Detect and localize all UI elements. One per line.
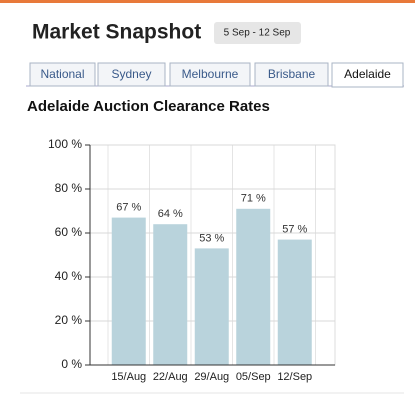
x-tick-label: 29/Aug (194, 371, 229, 383)
date-range: 5 Sep - 12 Sep (224, 28, 291, 39)
tab[interactable] (254, 62, 329, 87)
value-label: 71 % (241, 193, 266, 205)
date-badge (214, 22, 301, 44)
x-tick-label: 05/Sep (236, 371, 271, 383)
y-tick-label: 0 % (61, 357, 82, 371)
tab-label[interactable]: Adelaide (344, 67, 391, 81)
tab-label[interactable]: Sydney (111, 67, 151, 81)
x-tick-label: 12/Sep (277, 371, 312, 383)
tab-label[interactable]: Melbourne (182, 67, 239, 81)
x-tick-label: 22/Aug (153, 371, 188, 383)
y-tick-label: 40 % (55, 269, 83, 283)
chart-title: Adelaide Auction Clearance Rates (27, 98, 270, 115)
value-label: 53 % (199, 232, 224, 244)
chart: 0 % 20 % 40 % 60 % 80 % 100 % 67 % 15/Aug 64 % 22… (48, 137, 336, 383)
bar (236, 208, 271, 365)
tab-label[interactable]: Brisbane (268, 67, 316, 81)
top-bar (0, 0, 415, 3)
bar (277, 239, 312, 365)
value-label: 57 % (282, 224, 307, 236)
bar (194, 248, 229, 365)
tab[interactable] (169, 62, 251, 87)
tabs: National Sydney Melbourne Brisbane Adelaide (29, 62, 404, 88)
value-label: 67 % (116, 202, 141, 214)
x-tick-label: 15/Aug (111, 371, 146, 383)
page-title: Market Snapshot (32, 21, 201, 44)
tab-label[interactable]: National (40, 67, 84, 81)
bar (153, 224, 188, 365)
tab[interactable] (331, 62, 404, 88)
tab[interactable] (97, 62, 166, 87)
y-tick-label: 100 % (48, 137, 82, 151)
y-tick-label: 60 % (55, 225, 83, 239)
tab[interactable] (29, 62, 96, 87)
y-tick-label: 80 % (55, 181, 83, 195)
value-label: 64 % (158, 208, 183, 220)
bar (111, 217, 146, 365)
y-tick-label: 20 % (55, 313, 83, 327)
